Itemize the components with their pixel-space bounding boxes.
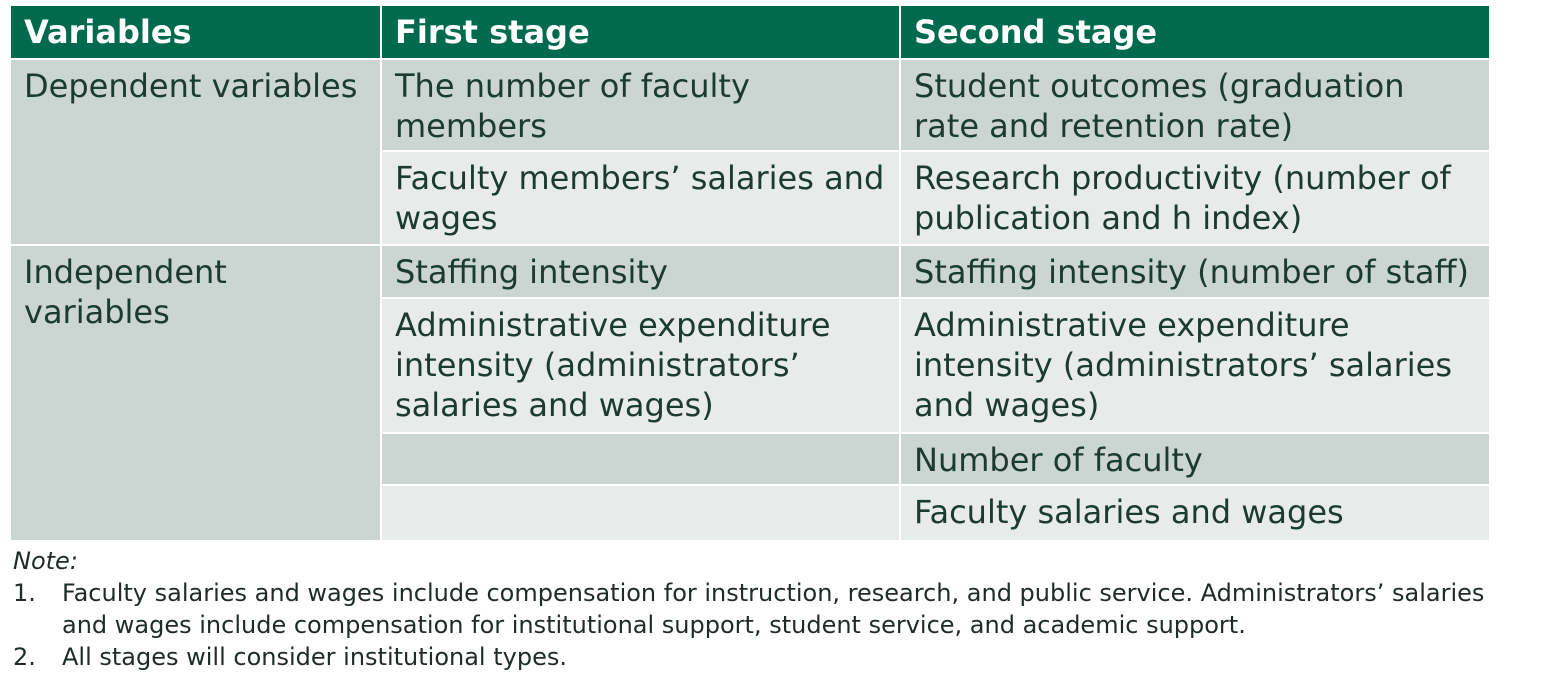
independent-second-stage-cell: Faculty salaries and wages xyxy=(901,486,1489,540)
header-variables: Variables xyxy=(11,6,380,58)
note-number: 1. xyxy=(13,579,36,607)
independent-second-stage-cell: Administrative expenditure intensity (ad… xyxy=(901,299,1489,432)
header-first-stage: First stage xyxy=(382,6,899,58)
note-item: 2. All stages will consider institutiona… xyxy=(13,641,1533,673)
independent-second-stage-cell: Number of faculty xyxy=(901,434,1489,484)
note-text: Faculty salaries and wages include compe… xyxy=(62,579,1485,639)
independent-first-stage-cell: Administrative expenditure intensity (ad… xyxy=(382,299,899,432)
dependent-second-stage-cell: Student outcomes (graduation rate and re… xyxy=(901,60,1489,150)
dependent-first-stage-cell: Faculty members’ salaries and wages xyxy=(382,152,899,244)
note-label: Note: xyxy=(13,547,78,575)
independent-first-stage-cell xyxy=(382,434,899,484)
dependent-first-stage-cell: The number of faculty members xyxy=(382,60,899,150)
note-item: 1. Faculty salaries and wages include co… xyxy=(13,577,1533,641)
note-text: All stages will consider institutional t… xyxy=(62,643,567,671)
independent-second-stage-cell: Staffing intensity (number of staff) xyxy=(901,246,1489,297)
header-second-stage: Second stage xyxy=(901,6,1489,58)
variables-table: Variables First stage Second stage Depen… xyxy=(11,6,1489,542)
independent-variables-label: Independent variables xyxy=(11,246,380,540)
dependent-second-stage-cell: Research productivity (number of publica… xyxy=(901,152,1489,244)
independent-first-stage-cell xyxy=(382,486,899,540)
note-number: 2. xyxy=(13,643,36,671)
dependent-variables-label: Dependent variables xyxy=(11,60,380,244)
independent-first-stage-cell: Staffing intensity xyxy=(382,246,899,297)
table-notes: Note: 1. Faculty salaries and wages incl… xyxy=(13,545,1533,673)
